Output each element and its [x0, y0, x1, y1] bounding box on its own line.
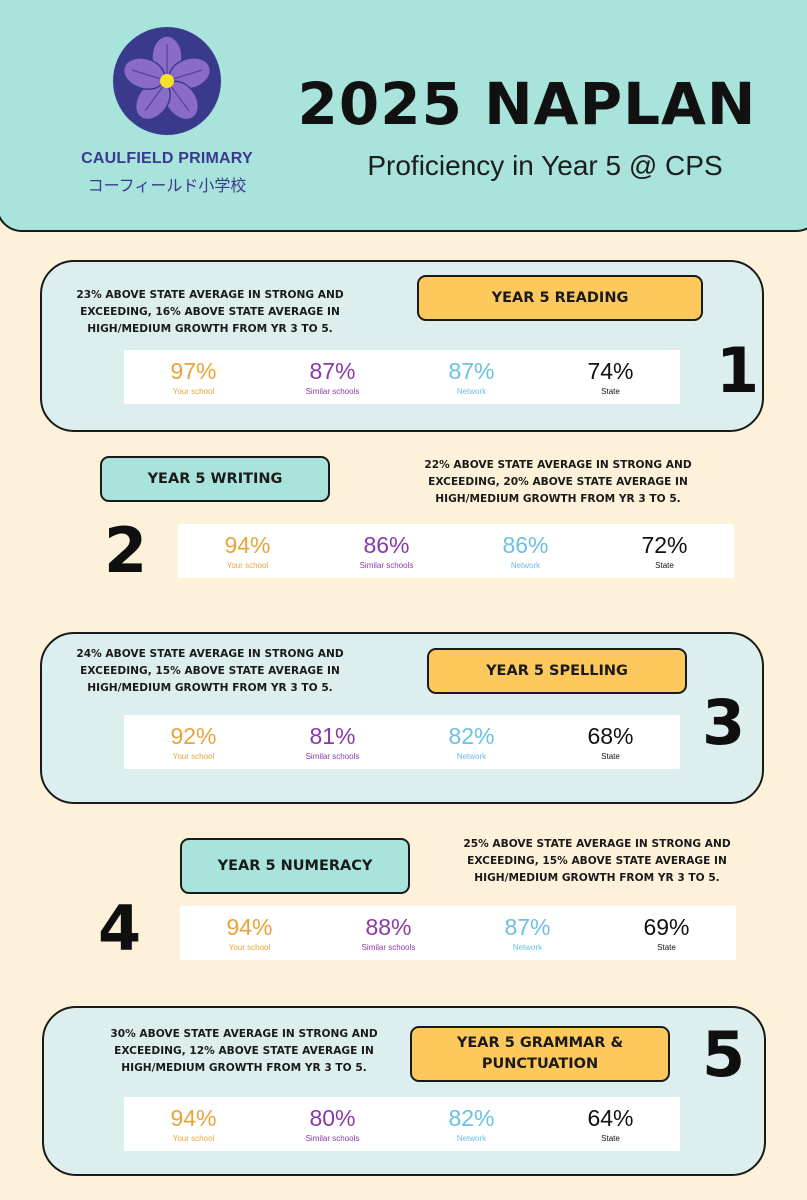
stat-state: 72% State	[595, 524, 734, 578]
stat-label: Similar schools	[361, 943, 416, 952]
stat-label: Network	[456, 752, 487, 761]
section-title-pill: YEAR 5 READING	[417, 275, 703, 321]
stat-similar-schools: 80% Similar schools	[263, 1097, 402, 1151]
stat-label: Similar schools	[359, 561, 414, 570]
school-name-japanese: コーフィールド小学校	[87, 178, 247, 195]
page-subtitle: Proficiency in Year 5 @ CPS	[367, 150, 723, 181]
stat-label: Similar schools	[305, 1134, 360, 1143]
stat-network: 82% Network	[402, 1097, 541, 1151]
stats-row: 92% Your school 81% Similar schools 82% Net…	[124, 715, 680, 769]
stat-similar-schools: 86% Similar schools	[317, 524, 456, 578]
stat-similar-schools: 87% Similar schools	[263, 350, 402, 404]
section-description: 30% ABOVE STATE AVERAGE IN STRONG AND EX…	[110, 1028, 378, 1074]
stat-network: 87% Network	[458, 906, 597, 960]
stat-value: 87%	[448, 358, 495, 384]
stat-your-school: 94% Your school	[180, 906, 319, 960]
stat-label: Your school	[226, 561, 269, 570]
stats-row: 94% Your school 88% Similar schools 87% Net…	[180, 906, 736, 960]
section-number: 5	[702, 1018, 746, 1091]
section-description: 22% ABOVE STATE AVERAGE IN STRONG AND EX…	[424, 459, 692, 505]
stat-similar-schools: 81% Similar schools	[263, 715, 402, 769]
stats-row: 94% Your school 86% Similar schools 86% Net…	[178, 524, 734, 578]
stat-state: 74% State	[541, 350, 680, 404]
stat-value: 87%	[309, 358, 356, 384]
section-description: 25% ABOVE STATE AVERAGE IN STRONG AND EX…	[463, 838, 731, 884]
stat-value: 68%	[587, 723, 634, 749]
stat-your-school: 97% Your school	[124, 350, 263, 404]
stat-network: 87% Network	[402, 350, 541, 404]
stat-label: State	[655, 561, 674, 570]
stat-value: 94%	[226, 914, 273, 940]
section-number: 1	[716, 334, 760, 407]
stat-value: 87%	[504, 914, 551, 940]
school-name: CAULFIELD PRIMARY	[81, 150, 253, 167]
stat-value: 64%	[587, 1105, 634, 1131]
stat-similar-schools: 88% Similar schools	[319, 906, 458, 960]
stat-value: 97%	[170, 358, 217, 384]
stat-label: State	[601, 387, 620, 396]
section-number: 3	[702, 686, 746, 759]
stat-label: Your school	[172, 387, 215, 396]
stat-your-school: 92% Your school	[124, 715, 263, 769]
section-number: 4	[98, 892, 142, 965]
section-description: 24% ABOVE STATE AVERAGE IN STRONG AND EX…	[76, 648, 344, 694]
stat-value: 72%	[641, 532, 688, 558]
section-description: 23% ABOVE STATE AVERAGE IN STRONG AND EX…	[76, 289, 344, 335]
purple-flower-icon	[113, 27, 221, 135]
stat-state: 69% State	[597, 906, 736, 960]
stat-label: Your school	[228, 943, 271, 952]
section-title-pill: YEAR 5 GRAMMAR & PUNCTUATION	[410, 1026, 670, 1082]
stat-label: Your school	[172, 752, 215, 761]
stat-network: 86% Network	[456, 524, 595, 578]
stat-value: 82%	[448, 723, 495, 749]
stat-label: State	[601, 752, 620, 761]
stat-state: 68% State	[541, 715, 680, 769]
stat-value: 92%	[170, 723, 217, 749]
stats-row: 94% Your school 80% Similar schools 82% Net…	[124, 1097, 680, 1151]
stat-value: 82%	[448, 1105, 495, 1131]
stat-value: 86%	[502, 532, 549, 558]
section-title-pill: YEAR 5 NUMERACY	[180, 838, 410, 894]
stat-your-school: 94% Your school	[124, 1097, 263, 1151]
stat-label: Similar schools	[305, 752, 360, 761]
stat-your-school: 94% Your school	[178, 524, 317, 578]
stat-value: 69%	[643, 914, 690, 940]
stat-value: 74%	[587, 358, 634, 384]
stat-value: 94%	[224, 532, 271, 558]
stat-label: Similar schools	[305, 387, 360, 396]
stat-value: 81%	[309, 723, 356, 749]
stat-value: 80%	[309, 1105, 356, 1131]
stats-row: 97% Your school 87% Similar schools 87% Net…	[124, 350, 680, 404]
page-title: 2025 NAPLAN	[297, 70, 757, 138]
stat-label: Network	[512, 943, 543, 952]
stat-value: 86%	[363, 532, 410, 558]
stat-state: 64% State	[541, 1097, 680, 1151]
stat-label: Network	[456, 1134, 487, 1143]
section-title-pill: YEAR 5 SPELLING	[427, 648, 687, 694]
stat-value: 94%	[170, 1105, 217, 1131]
stat-label: State	[657, 943, 676, 952]
section-number: 2	[104, 514, 148, 587]
stat-label: Your school	[172, 1134, 215, 1143]
section-title-pill: YEAR 5 WRITING	[100, 456, 330, 502]
stat-label: Network	[510, 561, 541, 570]
stat-label: State	[601, 1134, 620, 1143]
stat-label: Network	[456, 387, 487, 396]
stat-network: 82% Network	[402, 715, 541, 769]
stat-value: 88%	[365, 914, 412, 940]
